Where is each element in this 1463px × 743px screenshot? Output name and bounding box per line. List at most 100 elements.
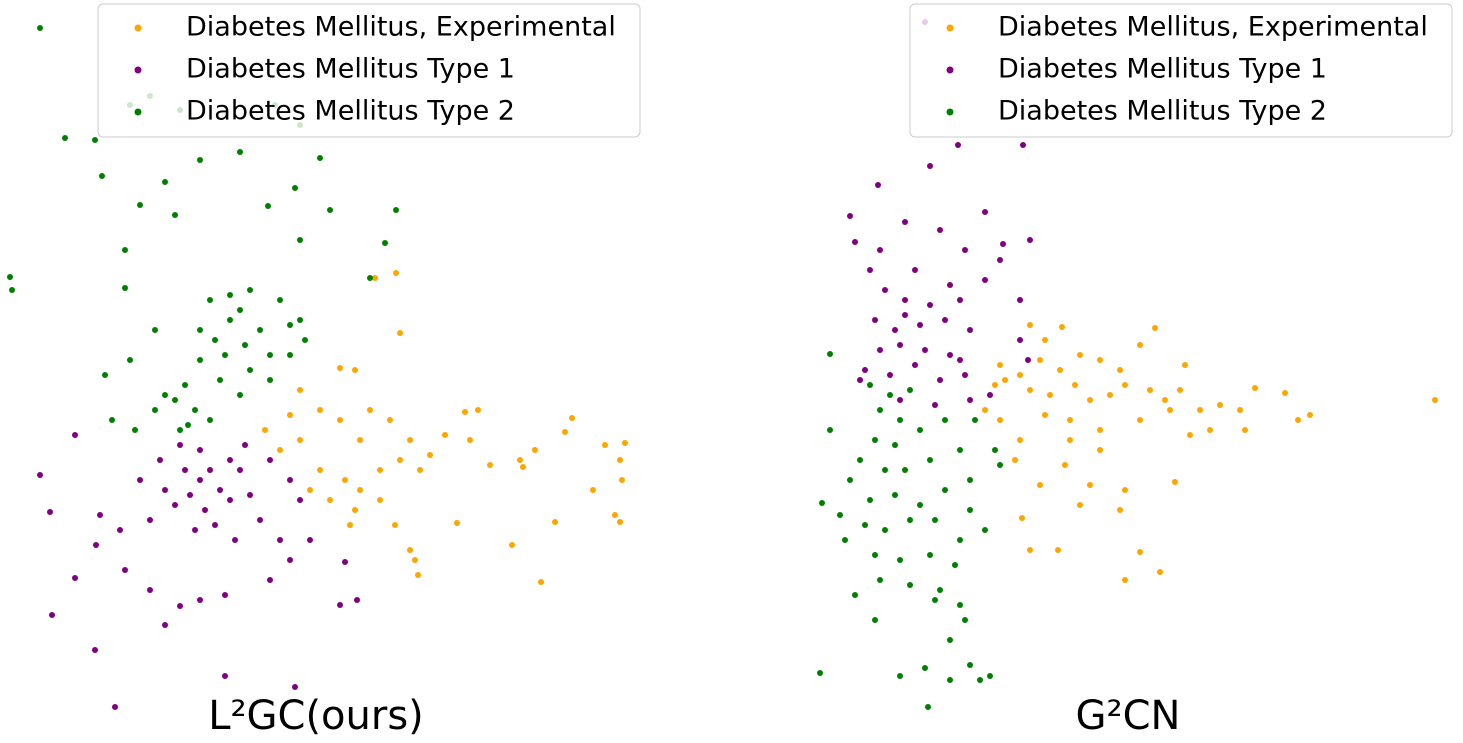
legend-marker [946,66,954,74]
point [932,402,938,408]
point [122,285,128,291]
point [393,270,399,276]
point [302,337,308,343]
point [237,467,243,473]
point [962,617,968,623]
point [982,209,988,215]
point [317,407,323,413]
point [237,149,243,155]
point [962,372,968,378]
point [882,527,888,533]
point [342,559,348,565]
point [7,274,13,280]
point [185,422,191,428]
point [177,442,183,448]
point [412,557,418,563]
point [857,377,863,383]
point [538,579,544,585]
point [442,432,448,438]
point [847,213,853,219]
legend-marker [134,66,142,74]
point [1432,397,1438,403]
point [987,673,993,679]
point [222,673,228,679]
point [207,467,213,473]
point [1137,549,1143,555]
point [1117,367,1123,373]
point [967,507,973,513]
point [1055,547,1061,553]
point [517,457,523,463]
point [937,377,943,383]
point [127,357,133,363]
point [347,522,353,528]
point [882,287,888,293]
point [1019,515,1025,521]
point [1177,387,1183,393]
point [892,327,898,333]
point [1122,487,1128,493]
point [862,367,868,373]
point [967,477,973,483]
point [872,552,878,558]
point [947,282,953,288]
point [1027,322,1033,328]
point [1025,357,1031,363]
point [872,617,878,623]
legend-label: Diabetes Mellitus Type 2 [998,96,1327,127]
point [137,202,143,208]
point [922,665,928,671]
point [257,517,263,523]
point [427,452,433,458]
point [122,247,128,253]
point [967,327,973,333]
point [182,382,188,388]
point [872,437,878,443]
point [242,342,248,348]
point [277,537,283,543]
point [187,492,193,498]
legend-label: Diabetes Mellitus Type 1 [998,54,1327,85]
point [162,622,168,628]
point [1197,407,1203,413]
point [1107,392,1113,398]
point [917,427,923,433]
point [1027,547,1033,553]
point [367,275,373,281]
point [317,155,323,161]
point [827,351,833,357]
point [177,603,183,609]
point [982,407,988,413]
point [277,447,283,453]
point [897,397,903,403]
point [569,415,575,421]
point [842,537,848,543]
point [1307,412,1313,418]
point [902,297,908,303]
point [487,462,493,468]
point [297,437,303,443]
point [1002,377,1008,383]
point [337,417,343,423]
point [1027,237,1033,243]
point [172,212,178,218]
point [852,592,858,598]
point [247,492,253,498]
point [287,477,293,483]
point [912,267,918,273]
point [377,467,383,473]
point [892,492,898,498]
point [262,427,268,433]
point [287,352,293,358]
point [897,417,903,423]
point [1012,457,1018,463]
point [982,277,988,283]
point [297,317,303,323]
point [337,365,343,371]
point [152,327,158,333]
point [622,440,628,446]
point [897,557,903,563]
point [467,437,473,443]
point [212,522,218,528]
